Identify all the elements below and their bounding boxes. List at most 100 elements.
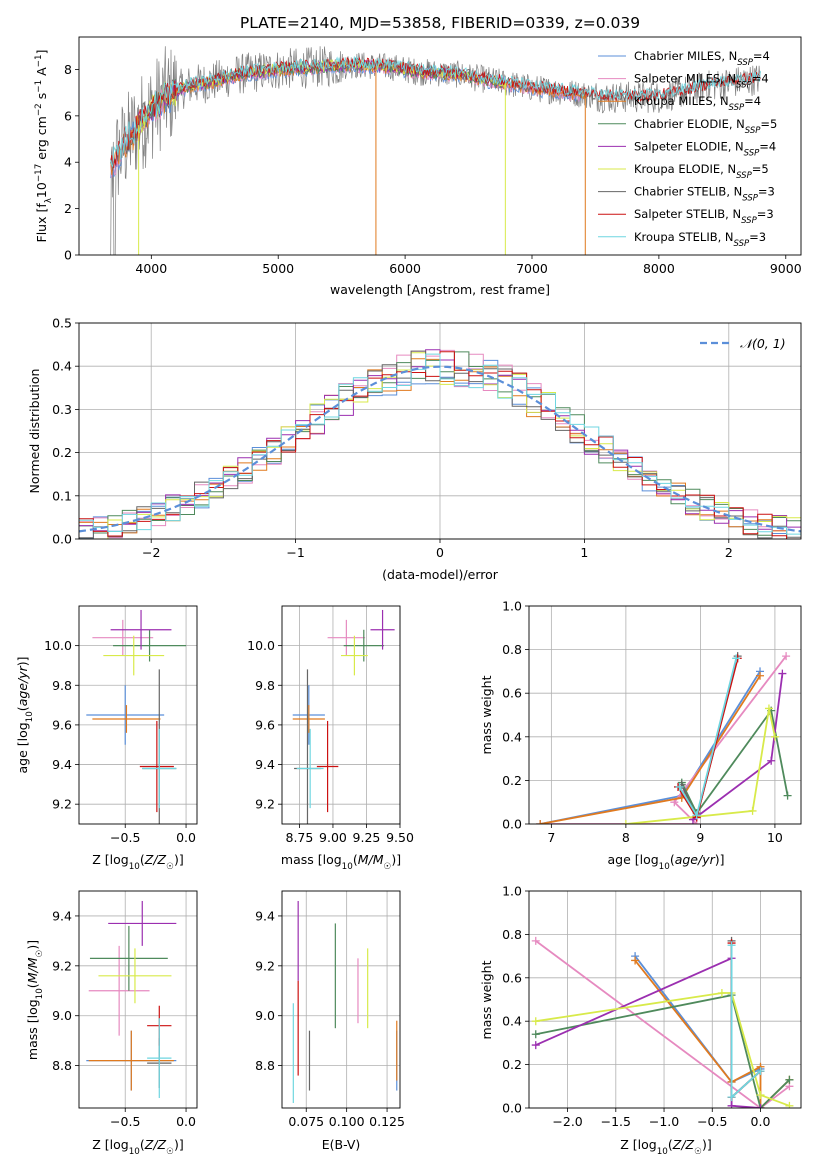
x-tick-label: 2 xyxy=(725,545,733,560)
errorbar-chabrier-elodie xyxy=(89,925,168,991)
x-tick-label: 8.75 xyxy=(286,830,314,845)
axes-mass_weight_vs_age: 7 8 9 10 0.0 0.2 0.4 0.6 0.8 1.0 age [log10(age/yr… xyxy=(479,599,802,872)
x-tick-label: 6000 xyxy=(389,261,421,276)
errorbar-salpeter-stelib xyxy=(316,720,339,813)
y-tick-label: 0.2 xyxy=(502,773,522,788)
y-tick-label: 0.2 xyxy=(52,445,72,460)
y-tick-label: 0.0 xyxy=(502,1101,522,1116)
legend-entry: Kroupa STELIB, NSSP=3 xyxy=(634,230,766,249)
errorbar-salpeter-stelib xyxy=(139,720,174,813)
y-tick-label: 0.4 xyxy=(502,1014,522,1029)
series-line xyxy=(535,994,791,1108)
axes-frame-spectrum xyxy=(78,36,802,256)
plot-area-mass_vs_z xyxy=(86,900,177,1099)
x-tick-label: 0.0 xyxy=(176,1114,196,1129)
series-salpeter-stelib xyxy=(727,939,765,1102)
y-tick-label: 0.2 xyxy=(502,1057,522,1072)
y-tick-label: 9.2 xyxy=(255,797,275,812)
y-axis-label: mass [log10(M/M☉)] xyxy=(25,940,45,1060)
y-tick-label: 10.0 xyxy=(247,638,275,653)
errorbar-salpeter-elodie xyxy=(110,609,172,650)
y-tick-label: 9.4 xyxy=(255,908,275,923)
legend-entry: 𝒩(0, 1) xyxy=(740,336,786,351)
data-point-marker xyxy=(732,654,741,663)
data-point-marker xyxy=(631,956,640,965)
legend-entry: Salpeter MILES, NSSP=4 xyxy=(634,72,769,91)
y-tick-label: 0.0 xyxy=(52,532,72,547)
data-point-marker xyxy=(782,652,791,661)
data-point-marker xyxy=(770,732,779,741)
series-kroupa-miles xyxy=(536,671,765,824)
data-point-marker xyxy=(531,1017,540,1026)
y-tick-label: 9.2 xyxy=(52,958,72,973)
y-axis-label: Normed distribution xyxy=(27,369,42,494)
series-line xyxy=(692,673,784,821)
axes-frame-mass_weight_vs_age xyxy=(528,605,802,825)
y-tick-label: 10.0 xyxy=(44,638,72,653)
x-axis-label: wavelength [Angstrom, rest frame] xyxy=(330,282,550,297)
y-tick-label: 0.8 xyxy=(502,642,522,657)
legend-entry: Chabrier STELIB, NSSP=3 xyxy=(634,185,775,204)
plot-area-age_vs_z xyxy=(86,609,187,824)
y-tick-label: 9.6 xyxy=(52,717,72,732)
x-tick-label: 8 xyxy=(622,830,630,845)
x-tick-label: 9 xyxy=(696,830,704,845)
errorbar-kroupa-stelib xyxy=(142,728,177,809)
axes-frame-residuals xyxy=(78,322,802,540)
series-kroupa-stelib xyxy=(675,654,741,820)
legend-entry: Salpeter ELODIE, NSSP=4 xyxy=(634,139,776,158)
data-point-marker xyxy=(536,820,545,824)
legend-entry: Chabrier ELODIE, NSSP=5 xyxy=(634,117,777,136)
series-line xyxy=(625,708,776,824)
data-point-marker xyxy=(748,806,757,815)
x-axis-label: Z [log10(Z/Z☉)] xyxy=(620,1137,711,1157)
errorbar-kroupa-miles xyxy=(88,1030,174,1091)
errorbar-salpeter-elodie xyxy=(108,900,177,946)
data-point-marker xyxy=(531,1030,540,1039)
x-tick-label: 1 xyxy=(580,545,588,560)
y-tick-label: 9.2 xyxy=(52,797,72,812)
y-tick-label: 8 xyxy=(64,62,72,77)
y-tick-label: 9.8 xyxy=(52,678,72,693)
errorbar-salpeter-miles xyxy=(327,619,366,656)
y-tick-label: 6 xyxy=(64,108,72,123)
x-tick-label: −1 xyxy=(286,545,304,560)
x-tick-label: 7000 xyxy=(516,261,548,276)
y-tick-label: 8.8 xyxy=(52,1058,72,1073)
histogram-chabrier-stelib xyxy=(79,350,801,539)
series-kroupa-elodie xyxy=(621,704,779,824)
plot-area-mass_weight_vs_age xyxy=(536,652,792,824)
legend-entry: Kroupa MILES, NSSP=4 xyxy=(634,94,761,113)
x-tick-label: 8000 xyxy=(643,261,675,276)
errorbar-salpeter-elodie xyxy=(370,609,395,650)
data-point-marker xyxy=(727,1093,736,1102)
axes-residuals: −2 −1 0 1 2 0.0 0.1 0.2 0.3 0.4 0.5 (data-model)/er… xyxy=(27,316,802,582)
series-salpeter-elodie xyxy=(688,669,787,824)
series-chabrier-stelib xyxy=(727,936,765,1102)
x-tick-label: 9.50 xyxy=(386,830,414,845)
y-tick-label: 9.0 xyxy=(255,1008,275,1023)
x-tick-label: −1.0 xyxy=(649,1114,679,1129)
series-kroupa-elodie xyxy=(531,988,794,1108)
y-tick-label: 0.1 xyxy=(52,488,72,503)
y-tick-label: 9.4 xyxy=(255,757,275,772)
x-tick-label: 9.00 xyxy=(319,830,347,845)
errorbar-salpeter-miles xyxy=(92,619,154,656)
errorbar-kroupa-elodie xyxy=(103,635,165,676)
y-tick-label: 9.0 xyxy=(52,1008,72,1023)
series-chabrier-miles xyxy=(631,952,765,1086)
y-tick-label: 9.6 xyxy=(255,717,275,732)
x-axis-label: Z [log10(Z/Z☉)] xyxy=(92,1137,183,1157)
x-tick-label: 10 xyxy=(767,830,783,845)
data-point-marker xyxy=(785,1075,794,1084)
normal-reference-curve xyxy=(79,365,801,533)
legend: 𝒩(0, 1) xyxy=(700,336,786,351)
errorbar-kroupa-miles xyxy=(292,705,325,733)
y-axis-label: mass weight xyxy=(479,675,494,754)
data-point-marker xyxy=(621,820,630,824)
data-point-marker xyxy=(531,936,540,945)
y-tick-label: 0.5 xyxy=(52,316,72,331)
x-axis-label: (data-model)/error xyxy=(382,567,499,582)
y-tick-label: 0.6 xyxy=(502,686,522,701)
